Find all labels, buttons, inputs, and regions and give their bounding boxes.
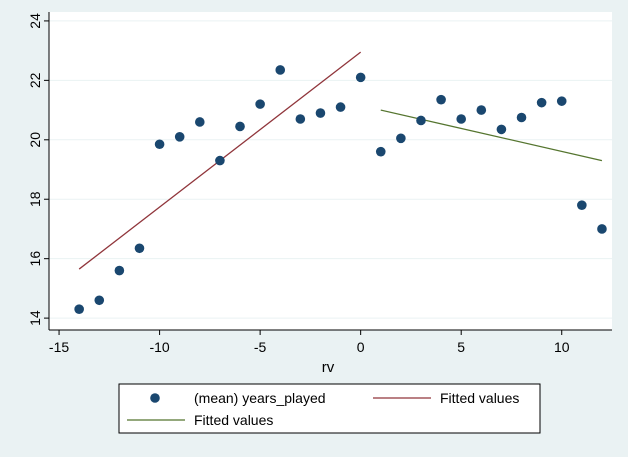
data-point [295, 114, 306, 124]
data-point [215, 155, 225, 166]
y-tick-label: 24 [27, 13, 43, 29]
data-point [556, 96, 567, 106]
data-point [94, 295, 105, 306]
data-point [577, 200, 587, 210]
data-point [456, 114, 466, 124]
data-point [114, 265, 125, 276]
data-point [74, 304, 84, 314]
x-tick-label: -5 [254, 339, 267, 355]
axes: 14 16 18 20 22 24 -15 -10 -5 0 5 10 [27, 12, 612, 355]
data-point [315, 108, 326, 118]
data-point [516, 112, 527, 123]
data-point [275, 65, 286, 75]
series-layer [74, 51, 607, 314]
legend-label-scatter: (mean) years_played [194, 390, 326, 406]
data-point [255, 99, 265, 109]
x-axis-title: rv [322, 359, 335, 376]
y-tick-label: 22 [27, 72, 43, 88]
data-point [536, 97, 547, 108]
data-point [476, 105, 487, 115]
data-point [235, 121, 245, 132]
data-point [375, 146, 386, 157]
y-tick-label: 18 [27, 191, 43, 207]
data-point [496, 124, 507, 135]
data-point [436, 94, 446, 105]
legend-box [118, 383, 541, 434]
data-point [335, 102, 346, 112]
y-tick-label: 20 [27, 132, 43, 148]
x-tick-label: 10 [554, 339, 570, 355]
x-tick-label: -15 [49, 339, 69, 355]
data-point [396, 133, 406, 144]
data-point [597, 224, 607, 234]
data-point [195, 117, 205, 127]
gridlines [49, 20, 612, 319]
data-point [416, 115, 426, 126]
data-point [355, 72, 366, 83]
x-tick-label: 0 [357, 339, 365, 355]
legend: (mean) years_played Fitted values Fitted… [118, 383, 541, 434]
data-point [134, 243, 145, 254]
legend-label-fitted-1: Fitted values [440, 390, 519, 406]
data-point [174, 132, 185, 142]
x-tick-label: 5 [457, 339, 465, 355]
data-point [154, 139, 165, 150]
x-tick-label: -10 [149, 339, 169, 355]
legend-marker-scatter [150, 393, 160, 403]
y-tick-label: 16 [27, 251, 43, 267]
legend-label-fitted-2: Fitted values [194, 412, 273, 428]
y-tick-label: 14 [27, 310, 43, 326]
plot-region-background [49, 12, 612, 330]
